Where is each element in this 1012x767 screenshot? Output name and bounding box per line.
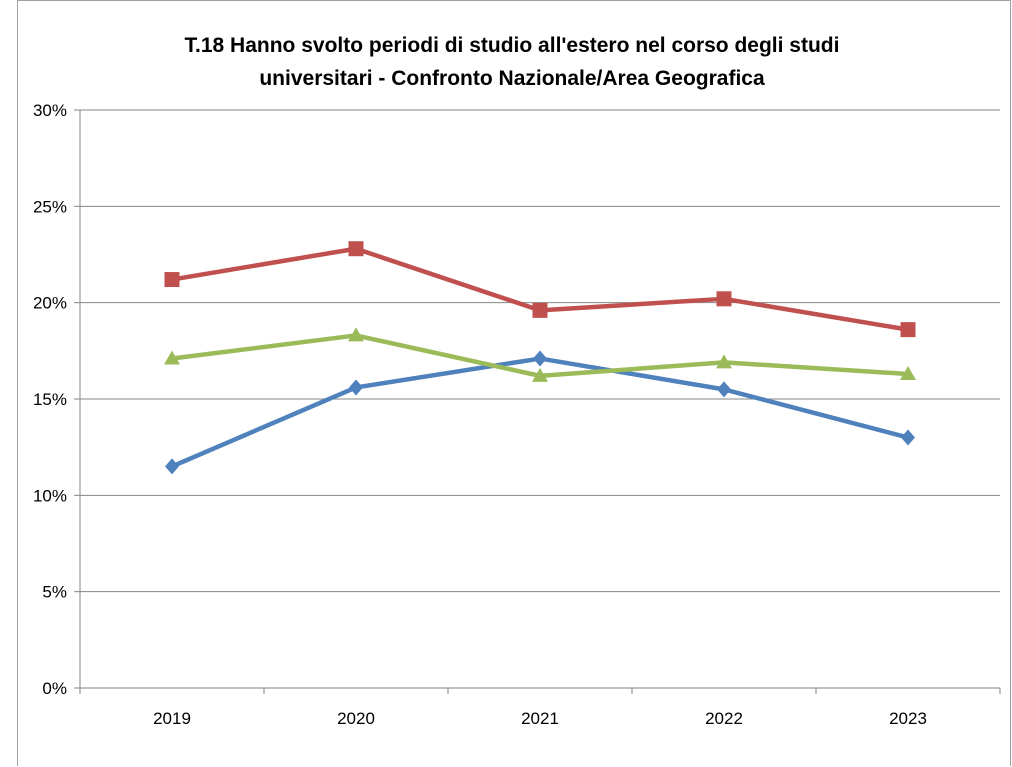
series-3 (164, 327, 916, 382)
series-2 (164, 241, 916, 338)
data-point-diamond (901, 429, 915, 446)
y-tick-label: 30% (33, 101, 67, 120)
y-tick-label: 20% (33, 294, 67, 313)
x-tick-label: 2023 (889, 709, 927, 728)
gridlines (80, 109, 1000, 593)
series-lines (164, 241, 916, 475)
data-point-triangle (164, 350, 180, 365)
chart-title-line-1: T.18 Hanno svolto periodi di studio all'… (185, 34, 840, 57)
data-point-triangle (348, 327, 364, 342)
data-point-triangle (900, 365, 916, 380)
data-point-triangle (532, 367, 548, 382)
x-tick-label: 2020 (337, 709, 375, 728)
chart-title-line-2: universitari - Confronto Nazionale/Area … (259, 67, 765, 90)
data-point-square (164, 272, 180, 288)
data-point-square (716, 291, 732, 307)
data-point-square (900, 322, 916, 338)
y-tick-label: 5% (42, 583, 67, 602)
data-point-diamond (533, 350, 547, 367)
data-point-triangle (716, 354, 732, 369)
y-tick-label: 10% (33, 486, 67, 505)
y-tick-label: 15% (33, 390, 67, 409)
y-tick-label: 0% (42, 679, 67, 698)
axes: 0% 5% 10% 15% 20% 25% 30% 2019 2020 2021 2022 2023 (33, 101, 1001, 728)
data-point-diamond (165, 458, 179, 475)
data-point-square (532, 302, 548, 318)
x-tick-label: 2022 (705, 709, 743, 728)
chart-frame (17, 0, 1011, 766)
data-point-square (348, 241, 364, 257)
data-point-diamond (349, 379, 363, 396)
x-tick-label: 2021 (521, 709, 559, 728)
x-tick-label: 2019 (153, 709, 191, 728)
series-1 (165, 350, 915, 475)
data-point-diamond (717, 381, 731, 398)
y-tick-label: 25% (33, 197, 67, 216)
